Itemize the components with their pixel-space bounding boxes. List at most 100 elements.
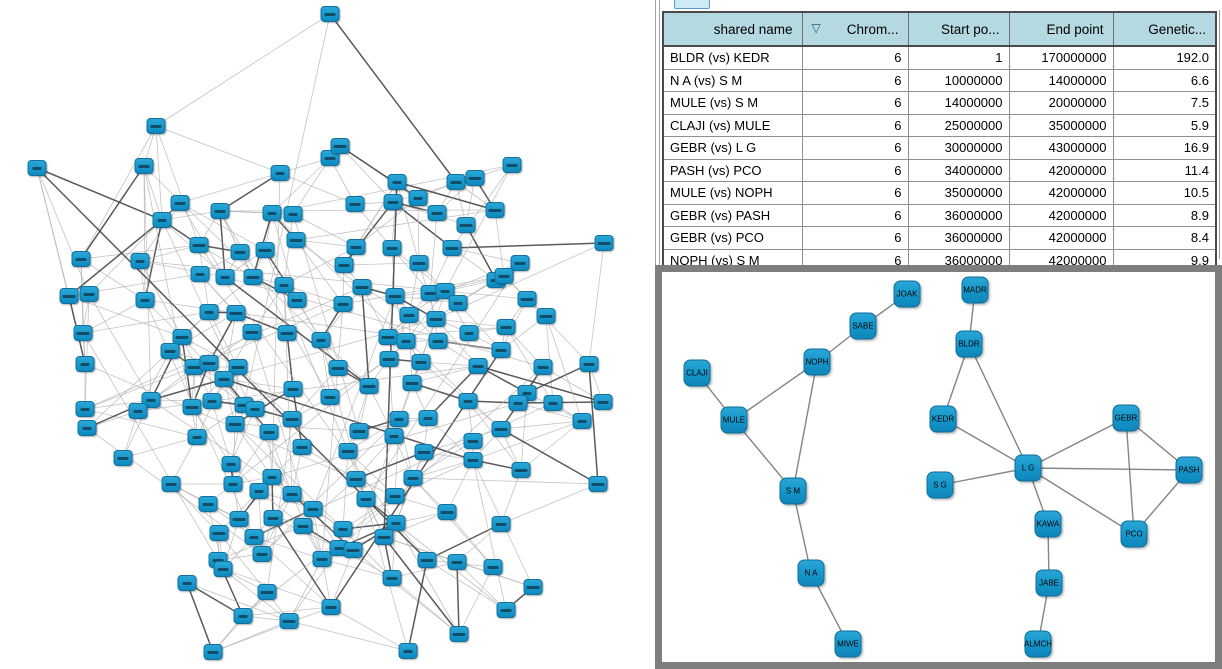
network-node[interactable] (328, 360, 348, 376)
network-node[interactable] (177, 575, 197, 591)
network-node[interactable] (594, 235, 614, 251)
network-node[interactable] (75, 356, 95, 372)
network-node[interactable] (262, 469, 282, 485)
network-node[interactable] (263, 510, 283, 526)
network-node[interactable] (128, 403, 148, 419)
network-node[interactable] (442, 240, 462, 256)
network-node[interactable] (279, 613, 299, 629)
network-node[interactable] (199, 355, 219, 371)
network-node[interactable] (411, 354, 431, 370)
network-node[interactable] (536, 308, 556, 324)
filter-icon[interactable]: ▽ (811, 21, 821, 35)
subnetwork-node-sabe[interactable]: SABE (849, 312, 877, 340)
network-node[interactable] (334, 257, 354, 273)
network-node[interactable] (113, 450, 133, 466)
network-node[interactable] (215, 269, 235, 285)
network-node[interactable] (282, 486, 302, 502)
network-node[interactable] (292, 439, 312, 455)
network-node[interactable] (343, 542, 363, 558)
network-node[interactable] (533, 359, 553, 375)
subnetwork-node-pash[interactable]: PASH (1175, 456, 1203, 484)
network-node[interactable] (428, 333, 448, 349)
network-node[interactable] (274, 277, 294, 293)
network-node[interactable] (382, 240, 402, 256)
network-node[interactable] (320, 6, 340, 22)
network-node[interactable] (463, 433, 483, 449)
network-node[interactable] (198, 496, 218, 512)
network-node[interactable] (383, 194, 403, 210)
table-row[interactable]: BLDR (vs) KEDR 6 1 170000000 192.0 (662, 45, 1217, 70)
network-node[interactable] (252, 546, 272, 562)
network-node[interactable] (379, 351, 399, 367)
network-node[interactable] (233, 608, 253, 624)
network-node[interactable] (312, 551, 332, 567)
network-node[interactable] (71, 251, 91, 267)
column-header-startpo[interactable]: Start po... (907, 11, 1010, 47)
network-node[interactable] (203, 644, 223, 660)
network-node[interactable] (249, 483, 269, 499)
subnetwork-node-almch[interactable]: ALMCH (1024, 630, 1052, 658)
network-node[interactable] (386, 515, 406, 531)
subnetwork-node-na[interactable]: N A (797, 559, 825, 587)
network-node[interactable] (283, 206, 303, 222)
network-node[interactable] (190, 266, 210, 282)
network-node[interactable] (160, 343, 180, 359)
table-row[interactable]: GEBR (vs) PASH 6 36000000 42000000 8.9 (662, 203, 1217, 227)
network-node[interactable] (244, 529, 264, 545)
network-node[interactable] (418, 410, 438, 426)
subnetwork-node-claji[interactable]: CLAJI (683, 359, 711, 387)
network-node[interactable] (437, 504, 457, 520)
network-node[interactable] (502, 157, 522, 173)
network-node[interactable] (242, 324, 262, 340)
network-node[interactable] (389, 411, 409, 427)
network-node[interactable] (293, 518, 313, 534)
table-row[interactable]: MULE (vs) NOPH 6 35000000 42000000 10.5 (662, 181, 1217, 205)
network-node[interactable] (356, 491, 376, 507)
table-row[interactable]: GEBR (vs) PCO 6 36000000 42000000 8.4 (662, 226, 1217, 250)
network-node[interactable] (491, 516, 511, 532)
subnetwork-node-kawa[interactable]: KAWA (1034, 510, 1062, 538)
network-node[interactable] (374, 529, 394, 545)
table-row[interactable]: PASH (vs) PCO 6 34000000 42000000 11.4 (662, 158, 1217, 182)
network-node[interactable] (77, 420, 97, 436)
network-node[interactable] (572, 413, 592, 429)
network-node[interactable] (59, 288, 79, 304)
network-node[interactable] (161, 476, 181, 492)
network-node[interactable] (543, 395, 563, 411)
network-node[interactable] (320, 150, 340, 166)
network-node[interactable] (345, 196, 365, 212)
column-header-sharedname[interactable]: shared name (662, 11, 803, 47)
network-node[interactable] (277, 325, 297, 341)
network-node[interactable] (333, 296, 353, 312)
network-node[interactable] (449, 626, 469, 642)
network-node[interactable] (523, 579, 543, 595)
network-node[interactable] (414, 444, 434, 460)
network-node[interactable] (223, 476, 243, 492)
subnetwork-node-sg[interactable]: S G (926, 471, 954, 499)
network-node[interactable] (259, 424, 279, 440)
subnetwork-node-joak[interactable]: JOAK (893, 280, 921, 308)
table-row[interactable]: CLAJI (vs) MULE 6 25000000 35000000 5.9 (662, 113, 1217, 137)
network-node[interactable] (448, 295, 468, 311)
network-node[interactable] (485, 202, 505, 218)
subnetwork-node-lg[interactable]: L G (1014, 454, 1042, 482)
network-node[interactable] (27, 160, 47, 176)
network-node[interactable] (146, 118, 166, 134)
network-node[interactable] (496, 602, 516, 618)
network-node[interactable] (262, 205, 282, 221)
network-node[interactable] (286, 232, 306, 248)
table-corner-fragment[interactable] (674, 0, 710, 9)
main-network-view[interactable] (0, 0, 655, 669)
network-node[interactable] (384, 428, 404, 444)
network-node[interactable] (73, 325, 93, 341)
network-node[interactable] (346, 471, 366, 487)
table-row[interactable]: GEBR (vs) L G 6 30000000 43000000 16.9 (662, 136, 1217, 160)
network-node[interactable] (333, 521, 353, 537)
network-node[interactable] (213, 561, 233, 577)
network-node[interactable] (508, 395, 528, 411)
network-node[interactable] (187, 429, 207, 445)
network-node[interactable] (135, 292, 155, 308)
network-node[interactable] (209, 525, 229, 541)
network-node[interactable] (245, 401, 265, 417)
network-node[interactable] (170, 195, 190, 211)
